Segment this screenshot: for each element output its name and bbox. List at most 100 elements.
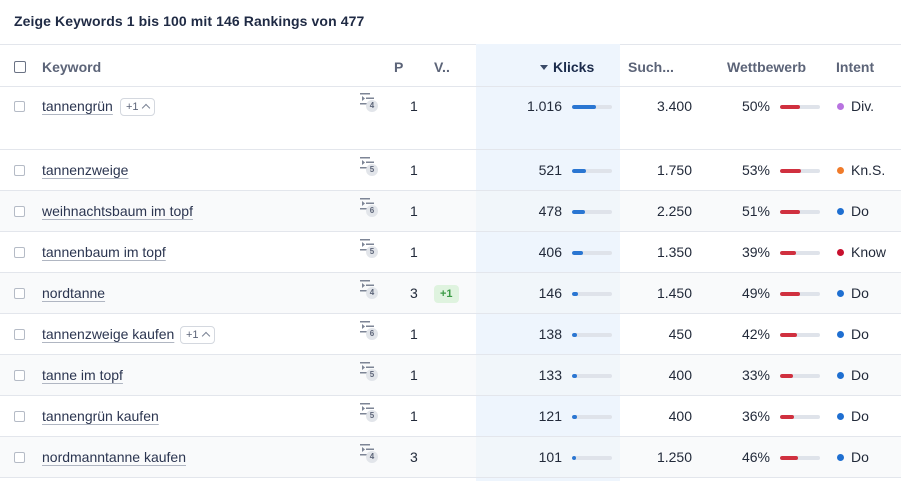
table-row[interactable]: tanne im topf 5 1 133 400 33% Do [0,355,901,396]
competition-bar [780,210,820,214]
intent-dot-icon [837,331,844,338]
column-header-intent[interactable]: Intent [836,59,875,75]
clicks-value: 138 [538,326,562,342]
row-checkbox[interactable] [14,411,25,422]
row-checkbox[interactable] [14,288,25,299]
clicks-bar [572,251,612,255]
serp-features-icon[interactable]: 5 [360,361,382,383]
serp-features-icon[interactable]: 5 [360,402,382,424]
chevron-up-icon [201,331,210,341]
competition-value: 36% [741,408,770,424]
select-all-checkbox[interactable] [14,61,26,73]
serp-feature-count: 4 [366,100,378,112]
competition-bar-fill [780,415,795,419]
serp-features-icon[interactable]: 5 [360,156,382,178]
row-checkbox[interactable] [14,165,25,176]
table-row[interactable]: nordmanntanne kaufen 4 3 101 1.250 46% Do [0,437,901,478]
row-checkbox[interactable] [14,452,25,463]
position-value: 3 [410,449,418,465]
keyword-link[interactable]: tannengrün kaufen [42,408,159,424]
serp-feature-count: 5 [366,369,378,381]
row-checkbox[interactable] [14,247,25,258]
position-value: 1 [410,244,418,260]
table-row[interactable]: nordtanne 4 3 +1 146 1.450 49% Do [0,273,901,314]
search-volume-value: 400 [668,408,692,424]
position-value: 1 [410,326,418,342]
column-header-wettbewerb[interactable]: Wettbewerb [727,59,807,75]
clicks-bar [572,415,612,419]
position-value: 1 [410,408,418,424]
table-row[interactable]: tannengrün kaufen 5 1 121 400 36% Do [0,396,901,437]
competition-bar-fill [780,105,800,109]
column-header-suchvolumen[interactable]: Such... [628,59,674,75]
competition-bar [780,251,820,255]
keyword-link[interactable]: weihnachtsbaum im topf [42,203,193,219]
table-row[interactable]: tannenzweige kaufen +1 6 1 138 450 42% Do [0,314,901,355]
table-row[interactable]: tannenbaum im topf 5 1 406 1.350 39% Know [0,232,901,273]
keyword-link[interactable]: nordmanntanne kaufen [42,449,186,465]
clicks-value: 101 [538,449,562,465]
clicks-value: 1.016 [526,98,562,114]
row-checkbox[interactable] [14,329,25,340]
row-checkbox[interactable] [14,206,25,217]
competition-bar [780,415,820,419]
competition-bar-fill [780,210,801,214]
competition-bar-fill [780,374,794,378]
clicks-bar-fill [572,333,578,337]
serp-features-icon[interactable]: 4 [360,443,382,465]
serp-feature-count: 6 [366,205,378,217]
serp-features-icon[interactable]: 4 [360,279,382,301]
column-header-position[interactable]: P [394,59,404,75]
keyword-link[interactable]: tannenbaum im topf [42,244,166,260]
clicks-bar-fill [572,105,596,109]
competition-bar-fill [780,292,800,296]
clicks-bar [572,292,612,296]
keyword-link[interactable]: tanne im topf [42,367,123,383]
intent-dot-icon [837,372,844,379]
row-checkbox[interactable] [14,370,25,381]
competition-bar [780,169,820,173]
table-row[interactable]: weihnachtsbaum im topf 6 1 478 2.250 51% Do [0,191,901,232]
clicks-bar-fill [572,210,585,214]
intent-label: Know [851,244,887,260]
keyword-link[interactable]: tannenzweige [42,162,129,178]
intent-dot-icon [837,249,844,256]
column-header-change[interactable]: V.. [434,59,450,75]
keyword-link[interactable]: nordtanne [42,285,106,301]
page-title: Zeige Keywords 1 bis 100 mit 146 Ranking… [14,13,365,29]
keyword-link[interactable]: tannenzweige kaufen [42,326,175,342]
search-volume-value: 1.350 [656,244,692,260]
position-value: 1 [410,98,418,114]
competition-value: 33% [741,367,770,383]
serp-features-icon[interactable]: 5 [360,238,382,260]
clicks-value: 133 [538,367,562,383]
table-row[interactable]: tannengrün +1 4 1 1.016 3.400 50% Div. [0,88,901,150]
position-change-badge: +1 [434,285,459,303]
search-volume-value: 3.400 [656,98,692,114]
clicks-value: 406 [538,244,562,260]
competition-value: 49% [741,285,770,301]
clicks-bar [572,105,612,109]
competition-bar [780,292,820,296]
keyword-link[interactable]: tannengrün [42,98,113,114]
intent-dot-icon [837,413,844,420]
serp-features-icon[interactable]: 4 [360,92,382,114]
competition-bar [780,456,820,460]
more-urls-badge[interactable]: +1 [180,326,215,344]
intent-label: Do [851,408,869,424]
column-header-keyword[interactable]: Keyword [42,59,102,75]
more-urls-badge[interactable]: +1 [120,98,155,116]
serp-features-icon[interactable]: 6 [360,197,382,219]
competition-bar [780,374,820,378]
clicks-bar [572,456,612,460]
column-header-klicks[interactable]: Klicks [540,59,594,75]
serp-features-icon[interactable]: 6 [360,320,382,342]
clicks-bar-fill [572,415,577,419]
table-row[interactable]: tannenzweige 5 1 521 1.750 53% Kn.S. [0,150,901,191]
intent-label: Div. [851,98,875,114]
more-urls-count: +1 [126,101,139,113]
competition-bar-fill [780,169,802,173]
row-checkbox[interactable] [14,101,25,112]
competition-value: 39% [741,244,770,260]
serp-feature-count: 4 [366,287,378,299]
